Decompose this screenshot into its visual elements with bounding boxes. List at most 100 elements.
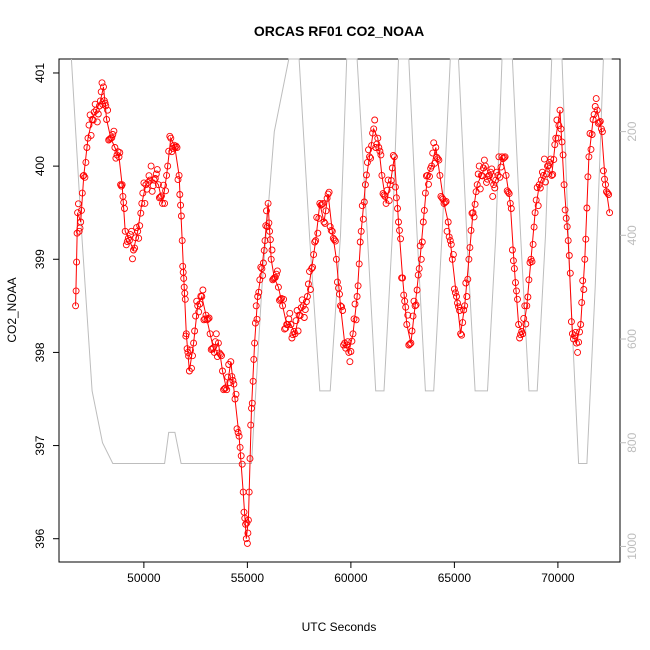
data-point (272, 270, 280, 278)
y-tick-label: 398 (33, 342, 47, 362)
data-point (465, 255, 473, 263)
altitude-line (70, 58, 612, 464)
data-point (548, 171, 556, 179)
data-point (236, 443, 244, 451)
data-point (205, 314, 213, 322)
data-point (403, 321, 411, 328)
data-point (141, 199, 149, 207)
data-point (183, 345, 191, 353)
data-point (457, 330, 465, 338)
data-point (82, 158, 90, 166)
data-series (72, 79, 614, 547)
data-point (281, 325, 289, 333)
data-point (584, 173, 592, 181)
data-point (367, 154, 375, 162)
data-point (209, 344, 217, 352)
data-point (368, 142, 376, 150)
data-point (549, 171, 557, 178)
data-point (177, 212, 185, 220)
data-point (219, 367, 226, 375)
data-point (162, 187, 170, 195)
data-point (232, 390, 240, 398)
data-point (579, 277, 587, 285)
data-point (582, 235, 590, 243)
data-point (174, 176, 182, 184)
data-point (360, 198, 368, 206)
data-point (159, 199, 166, 207)
data-point (250, 355, 258, 363)
data-point (566, 269, 574, 277)
data-point (581, 255, 589, 263)
data-point (214, 339, 222, 347)
x-axis-label: UTC Seconds (302, 620, 377, 634)
data-point (163, 171, 171, 179)
data-point (259, 272, 267, 280)
data-point (280, 295, 288, 303)
data-point (296, 312, 304, 320)
data-point (538, 168, 546, 176)
data-point (412, 301, 420, 309)
data-point (500, 154, 508, 162)
data-point (138, 199, 146, 207)
data-point (602, 181, 609, 189)
data-point (512, 279, 519, 287)
y2-tick-label: 600 (625, 329, 639, 349)
data-point (253, 315, 261, 323)
data-point (447, 240, 455, 248)
data-point (218, 352, 225, 360)
data-point (129, 255, 136, 263)
data-point (73, 229, 81, 237)
data-point (87, 131, 95, 139)
data-point (464, 275, 472, 283)
data-point (605, 191, 613, 198)
data-point (463, 293, 471, 300)
data-point (191, 327, 199, 335)
data-point (531, 209, 539, 217)
data-point (557, 125, 565, 133)
data-point (279, 302, 287, 310)
data-point (181, 295, 189, 303)
data-point (98, 79, 106, 87)
y-tick-label: 399 (33, 249, 47, 269)
data-point (449, 251, 457, 259)
data-point (217, 350, 224, 358)
data-point (248, 399, 256, 407)
data-point (552, 134, 560, 142)
data-point (78, 189, 86, 197)
data-point (235, 432, 243, 440)
data-point (147, 162, 155, 170)
data-point (520, 314, 528, 322)
data-point (126, 231, 134, 239)
data-point (254, 293, 262, 300)
data-point (523, 302, 531, 310)
data-point (266, 227, 274, 235)
data-point (164, 162, 172, 170)
data-point (572, 328, 579, 336)
data-point (144, 178, 152, 186)
data-point (282, 324, 290, 332)
data-point (378, 171, 386, 179)
data-point (448, 255, 456, 263)
right-axis-series (70, 58, 612, 464)
data-point (387, 177, 395, 185)
data-point (315, 214, 323, 222)
data-point (414, 271, 422, 279)
data-point (172, 142, 180, 150)
data-point (228, 373, 236, 381)
data-point (370, 125, 378, 133)
data-point (376, 147, 384, 155)
data-point (277, 295, 284, 303)
data-point (317, 201, 325, 209)
data-point (112, 154, 120, 162)
data-point (285, 315, 293, 323)
data-point (94, 110, 102, 118)
data-point (136, 222, 144, 230)
data-point (510, 265, 518, 273)
data-point (432, 144, 440, 151)
data-point (155, 194, 163, 202)
data-point (513, 287, 520, 295)
data-point (230, 380, 238, 388)
data-point (178, 237, 186, 245)
data-point (507, 205, 515, 212)
data-point (354, 282, 362, 290)
